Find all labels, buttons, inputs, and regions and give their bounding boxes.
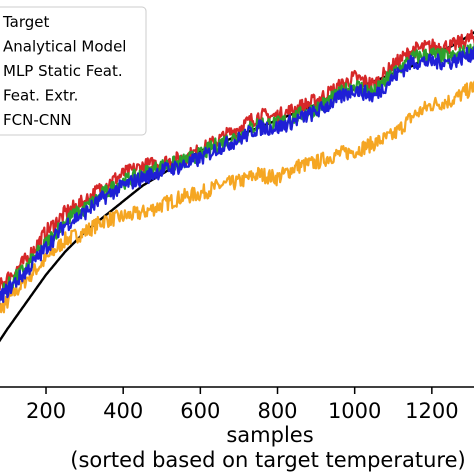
x-tick-label: 400 [103, 399, 143, 423]
legend-entry-target: Target [2, 13, 50, 31]
legend-entry-feat-extr: Feat. Extr. [3, 87, 78, 105]
series-line-analytical-model [0, 80, 474, 314]
x-axis-ticks: 200 400 600 800 1000 1200 [26, 387, 459, 423]
legend-entry-mlp-static-feat: MLP Static Feat. [3, 62, 123, 80]
x-tick-label: 1000 [328, 399, 381, 423]
x-axis-label: samples [226, 423, 313, 447]
legend-box [0, 6, 147, 136]
legend-entry-analytical-model: Analytical Model [3, 38, 126, 56]
plot-lines [0, 29, 474, 343]
x-tick-label: 600 [180, 399, 220, 423]
series-line-feat-extr [0, 43, 474, 301]
series-line-fcn-cnn [0, 45, 474, 306]
x-tick-label: 800 [257, 399, 297, 423]
x-tick-label: 200 [26, 399, 66, 423]
legend-entry-fcn-cnn: FCN-CNN [3, 111, 72, 129]
legend: Target Analytical Model MLP Static Feat. Fe… [0, 6, 147, 136]
x-axis-label-subtitle: (sorted based on target temperature) [70, 448, 465, 472]
x-tick-label: 1200 [405, 399, 458, 423]
